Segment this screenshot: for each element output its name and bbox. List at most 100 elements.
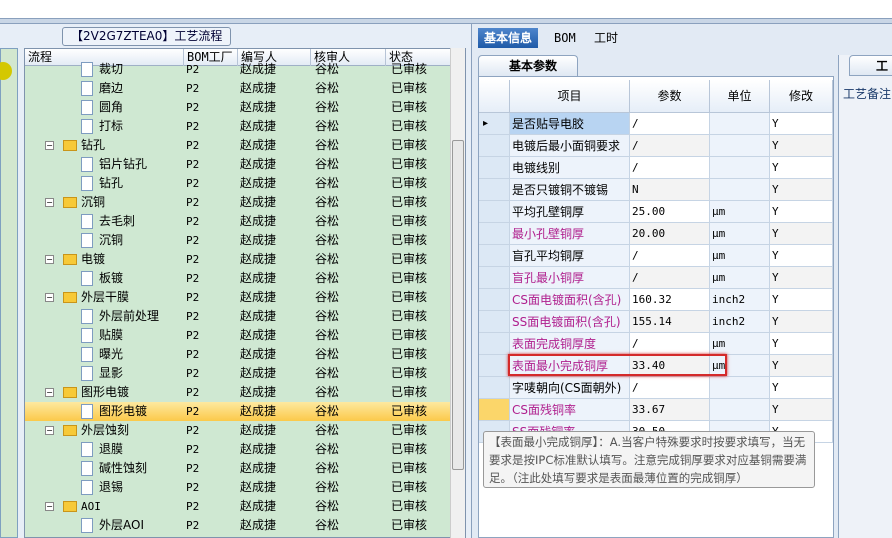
row-indicator[interactable] [479,267,510,288]
param-value-cell[interactable]: / [630,267,710,288]
param-row[interactable]: 盲孔平均铜厚 / μm Y [479,245,833,267]
param-modify-cell[interactable]: Y [770,399,833,420]
param-modify-cell[interactable]: Y [770,245,833,266]
tree-scrollbar-thumb[interactable] [452,140,464,470]
param-value-cell[interactable]: / [630,157,710,178]
tree-row[interactable]: 圆角 P2 赵成捷 谷松 已审核 [25,98,451,117]
tree-row[interactable]: − 外层干膜 P2 赵成捷 谷松 已审核 [25,288,451,307]
param-modify-cell[interactable]: Y [770,179,833,200]
tree-row[interactable]: − 沉铜 P2 赵成捷 谷松 已审核 [25,193,451,212]
row-indicator[interactable] [479,333,510,354]
param-unit-cell[interactable]: inch2 [710,289,770,310]
param-value-cell[interactable]: N [630,179,710,200]
tree-row[interactable]: − 钻孔 P2 赵成捷 谷松 已审核 [25,136,451,155]
param-row[interactable]: 表面最小完成铜厚 33.40 μm Y [479,355,833,377]
param-unit-cell[interactable]: μm [710,333,770,354]
param-unit-cell[interactable]: μm [710,267,770,288]
param-modify-cell[interactable]: Y [770,377,833,398]
param-modify-cell[interactable]: Y [770,333,833,354]
param-row[interactable]: 是否只镀铜不镀锡 N Y [479,179,833,201]
tree-row[interactable]: 板镀 P2 赵成捷 谷松 已审核 [25,269,451,288]
param-value-cell[interactable]: 155.14 [630,311,710,332]
row-indicator[interactable] [479,157,510,178]
col-header-value[interactable]: 参数 [630,80,710,113]
tree-row[interactable]: 显影 P2 赵成捷 谷松 已审核 [25,364,451,383]
collapse-toggle-icon[interactable]: − [45,502,54,511]
param-value-cell[interactable]: 160.32 [630,289,710,310]
param-unit-cell[interactable]: μm [710,223,770,244]
param-row[interactable]: SS面电镀面积(含孔) 155.14 inch2 Y [479,311,833,333]
tree-row[interactable]: 铝片钻孔 P2 赵成捷 谷松 已审核 [25,155,451,174]
col-header-reviewer[interactable]: 核审人 [311,49,386,66]
tree-row[interactable]: 沉铜 P2 赵成捷 谷松 已审核 [25,231,451,250]
tree-row[interactable]: 外层前处理 P2 赵成捷 谷松 已审核 [25,307,451,326]
splitter-top[interactable] [0,18,892,24]
col-header-author[interactable]: 编写人 [238,49,311,66]
param-row[interactable]: ▸ 是否贴导电胶 / Y [479,113,833,135]
param-modify-cell[interactable]: Y [770,267,833,288]
tree-row[interactable]: 碱性蚀刻 P2 赵成捷 谷松 已审核 [25,459,451,478]
row-indicator[interactable] [479,399,510,420]
collapse-toggle-icon[interactable]: − [45,198,54,207]
tree-row[interactable]: 贴膜 P2 赵成捷 谷松 已审核 [25,326,451,345]
param-row[interactable]: 字唛朝向(CS面朝外) / Y [479,377,833,399]
param-row[interactable]: CS面残铜率 33.67 Y [479,399,833,421]
tab-work-hours[interactable]: 工时 [594,31,619,45]
param-value-cell[interactable]: / [630,333,710,354]
param-modify-cell[interactable]: Y [770,223,833,244]
col-header-bom[interactable]: BOM工厂 [184,49,238,66]
param-value-cell[interactable]: 25.00 [630,201,710,222]
collapse-toggle-icon[interactable]: − [45,255,54,264]
row-indicator[interactable] [479,179,510,200]
param-row[interactable]: 表面完成铜厚度 / μm Y [479,333,833,355]
param-unit-cell[interactable] [710,179,770,200]
tree-row[interactable]: 外层AOI P2 赵成捷 谷松 已审核 [25,516,451,535]
param-value-cell[interactable]: 33.40 [630,355,710,376]
param-row[interactable]: 平均孔壁铜厚 25.00 μm Y [479,201,833,223]
param-value-cell[interactable]: 20.00 [630,223,710,244]
param-modify-cell[interactable]: Y [770,113,833,134]
param-unit-cell[interactable] [710,377,770,398]
subtab-basic-params[interactable]: 基本参数 [478,55,578,76]
param-modify-cell[interactable]: Y [770,201,833,222]
collapse-toggle-icon[interactable]: − [45,426,54,435]
col-header-unit[interactable]: 单位 [710,80,770,113]
subtab-process-notes[interactable]: 工 [849,55,892,76]
param-row[interactable]: CS面电镀面积(含孔) 160.32 inch2 Y [479,289,833,311]
tree-row[interactable]: − 外层蚀刻 P2 赵成捷 谷松 已审核 [25,421,451,440]
tree-row[interactable]: 退锡 P2 赵成捷 谷松 已审核 [25,478,451,497]
col-header-modify[interactable]: 修改 [770,80,833,113]
param-row[interactable]: 电镀线别 / Y [479,157,833,179]
col-header-item[interactable]: 项目 [510,80,630,113]
param-value-cell[interactable]: / [630,113,710,134]
param-unit-cell[interactable]: μm [710,245,770,266]
param-unit-cell[interactable]: μm [710,201,770,222]
param-modify-cell[interactable]: Y [770,311,833,332]
tree-row[interactable]: − 电镀 P2 赵成捷 谷松 已审核 [25,250,451,269]
param-modify-cell[interactable]: Y [770,289,833,310]
row-indicator[interactable] [479,245,510,266]
param-unit-cell[interactable]: inch2 [710,311,770,332]
col-header-process[interactable]: 流程 [25,49,184,66]
param-row[interactable]: 电镀后最小面铜要求 / Y [479,135,833,157]
param-unit-cell[interactable] [710,399,770,420]
tree-row[interactable]: 裁切 P2 赵成捷 谷松 已审核 [25,60,451,79]
collapse-toggle-icon[interactable]: − [45,141,54,150]
collapse-toggle-icon[interactable]: − [45,293,54,302]
param-unit-cell[interactable] [710,113,770,134]
tree-row[interactable]: − 图形电镀 P2 赵成捷 谷松 已审核 [25,383,451,402]
row-indicator[interactable] [479,289,510,310]
param-modify-cell[interactable]: Y [770,355,833,376]
row-indicator[interactable] [479,135,510,156]
param-unit-cell[interactable] [710,157,770,178]
param-unit-cell[interactable] [710,135,770,156]
tree-row[interactable]: 去毛刺 P2 赵成捷 谷松 已审核 [25,212,451,231]
row-indicator[interactable] [479,201,510,222]
param-value-cell[interactable]: 33.67 [630,399,710,420]
param-modify-cell[interactable]: Y [770,135,833,156]
tree-row[interactable]: 磨边 P2 赵成捷 谷松 已审核 [25,79,451,98]
param-value-cell[interactable]: / [630,245,710,266]
tab-bom[interactable]: BOM [554,31,576,45]
tree-row[interactable]: 曝光 P2 赵成捷 谷松 已审核 [25,345,451,364]
tree-row[interactable]: 钻孔 P2 赵成捷 谷松 已审核 [25,174,451,193]
